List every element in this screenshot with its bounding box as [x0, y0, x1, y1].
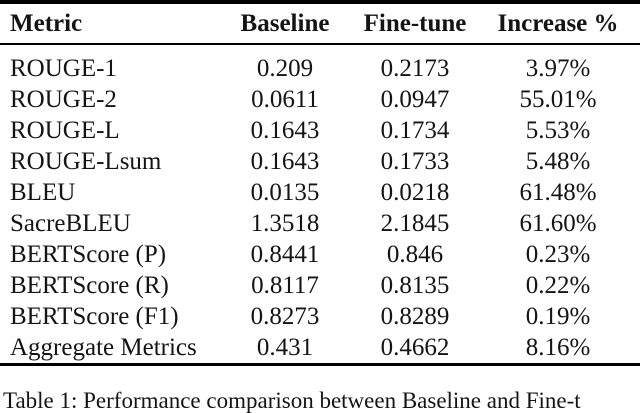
baseline-cell: 0.0611: [251, 85, 319, 113]
metric-cell: BLEU: [10, 178, 76, 206]
header-finetune: Fine-tune: [363, 9, 467, 37]
finetune-cell: 0.4662: [380, 333, 450, 361]
increase-cell: 61.60%: [519, 209, 597, 237]
metric-cell: ROUGE-2: [10, 85, 117, 113]
baseline-cell: 0.0135: [250, 178, 320, 206]
increase-cell: 61.48%: [519, 178, 597, 206]
increase-cell: 5.53%: [525, 116, 591, 144]
finetune-cell: 0.8135: [380, 271, 450, 299]
metric-cell: BERTScore (R): [10, 271, 169, 299]
baseline-cell: 0.431: [256, 333, 314, 361]
finetune-cell: 0.0947: [380, 85, 450, 113]
header-increase: Increase %: [497, 9, 619, 37]
table-row: BERTScore (P) 0.8441 0.846 0.23%: [0, 239, 640, 270]
metric-cell: SacreBLEU: [10, 209, 131, 237]
metric-cell: BERTScore (F1): [10, 302, 179, 330]
increase-cell: 0.23%: [525, 240, 591, 268]
metric-cell: ROUGE-Lsum: [10, 147, 162, 175]
table-row: ROUGE-2 0.0611 0.0947 55.01%: [0, 84, 640, 115]
baseline-cell: 0.8441: [250, 240, 320, 268]
table-row: BLEU 0.0135 0.0218 61.48%: [0, 177, 640, 208]
table-row: ROUGE-Lsum 0.1643 0.1733 5.48%: [0, 146, 640, 177]
table-row: BERTScore (F1) 0.8273 0.8289 0.19%: [0, 301, 640, 332]
baseline-cell: 0.1643: [250, 147, 320, 175]
increase-cell: 5.48%: [525, 147, 591, 175]
table-header-row: Metric Baseline Fine-tune Increase %: [0, 2, 640, 44]
increase-cell: 0.22%: [525, 271, 591, 299]
increase-cell: 0.19%: [525, 302, 591, 330]
finetune-cell: 2.1845: [380, 209, 450, 237]
finetune-cell: 0.0218: [380, 178, 450, 206]
baseline-cell: 0.1643: [250, 116, 320, 144]
finetune-cell: 0.1733: [380, 147, 450, 175]
metric-cell: Aggregate Metrics: [10, 333, 197, 361]
increase-cell: 3.97%: [525, 54, 591, 82]
metric-cell: ROUGE-L: [10, 116, 120, 144]
increase-cell: 55.01%: [519, 85, 597, 113]
table-row: SacreBLEU 1.3518 2.1845 61.60%: [0, 208, 640, 239]
baseline-cell: 0.8273: [250, 302, 320, 330]
metric-cell: BERTScore (P): [10, 240, 167, 268]
baseline-cell: 0.8117: [251, 271, 319, 299]
baseline-cell: 0.209: [256, 54, 314, 82]
finetune-cell: 0.1734: [380, 116, 450, 144]
finetune-cell: 0.8289: [380, 302, 450, 330]
metric-cell: ROUGE-1: [10, 54, 117, 82]
increase-cell: 8.16%: [525, 333, 591, 361]
table-row: ROUGE-L 0.1643 0.1734 5.53%: [0, 115, 640, 146]
metrics-comparison-table: Metric Baseline Fine-tune Increase % ROU…: [0, 0, 640, 366]
finetune-cell: 0.846: [386, 240, 444, 268]
header-baseline: Baseline: [240, 9, 330, 37]
table-row: ROUGE-1 0.209 0.2173 3.97%: [0, 44, 640, 84]
table-row: BERTScore (R) 0.8117 0.8135 0.22%: [0, 270, 640, 301]
header-metric: Metric: [10, 9, 83, 37]
finetune-cell: 0.2173: [380, 54, 450, 82]
baseline-cell: 1.3518: [250, 209, 320, 237]
table-row: Aggregate Metrics 0.431 0.4662 8.16%: [0, 332, 640, 365]
table-caption: Table 1: Performance comparison between …: [3, 388, 581, 413]
